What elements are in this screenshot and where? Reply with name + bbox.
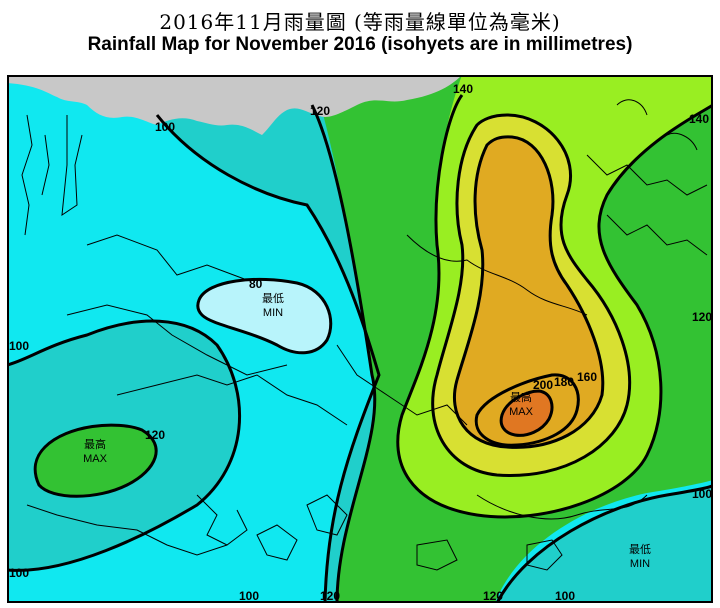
map-title-chinese: 2016年11月雨量圖 (等雨量線單位為毫米): [159, 10, 561, 34]
label-200: 200: [533, 378, 553, 392]
label-140-top: 140: [453, 82, 473, 96]
label-100-bottom-b: 100: [555, 589, 575, 603]
label-100-bottom: 100: [239, 589, 259, 603]
coastlines: [21, 99, 708, 571]
land-mainland: [7, 75, 462, 135]
label-180: 180: [554, 375, 574, 389]
band-100-120-right: [497, 485, 713, 603]
max-label-en: MAX: [83, 453, 108, 465]
band-180-200: [454, 136, 603, 448]
band-lt-80: [197, 279, 331, 353]
label-80: 80: [249, 277, 263, 291]
map-title-english: Rainfall Map for November 2016 (isohyets…: [87, 34, 633, 55]
label-140-right: 140: [689, 112, 709, 126]
label-120-top: 120: [310, 104, 330, 118]
max2-label-zh: 最高: [510, 390, 532, 404]
label-100-top: 100: [155, 120, 175, 134]
label-160: 160: [577, 370, 597, 384]
min2-label-en: MIN: [630, 558, 650, 570]
map-frame: [7, 75, 713, 603]
label-100-left-bottom: 100: [9, 566, 29, 580]
rainfall-map: 100 120 140 140 120 100 100 100 80 120 1…: [7, 75, 713, 603]
label-120-left: 120: [145, 428, 165, 442]
label-100-right: 100: [692, 487, 712, 501]
extreme-labels: 最低 MIN 最高 MAX 最高 MAX 最低 MIN: [83, 292, 651, 570]
min2-label-zh: 最低: [629, 543, 651, 556]
min-label-en: MIN: [263, 307, 283, 319]
max2-label-en: MAX: [509, 406, 534, 418]
isohyet-labels: 100 120 140 140 120 100 100 100 80 120 1…: [9, 82, 712, 603]
band-max-core: [501, 391, 552, 436]
band-120-140-left-max: [35, 425, 157, 497]
label-120-bottom-b: 120: [483, 589, 503, 603]
label-100-left: 100: [9, 339, 29, 353]
isohyets: [7, 94, 713, 603]
label-120-bottom-a: 120: [320, 589, 340, 603]
max-label-zh: 最高: [84, 437, 106, 451]
label-120-right: 120: [692, 310, 712, 324]
min-label-zh: 最低: [262, 292, 284, 305]
